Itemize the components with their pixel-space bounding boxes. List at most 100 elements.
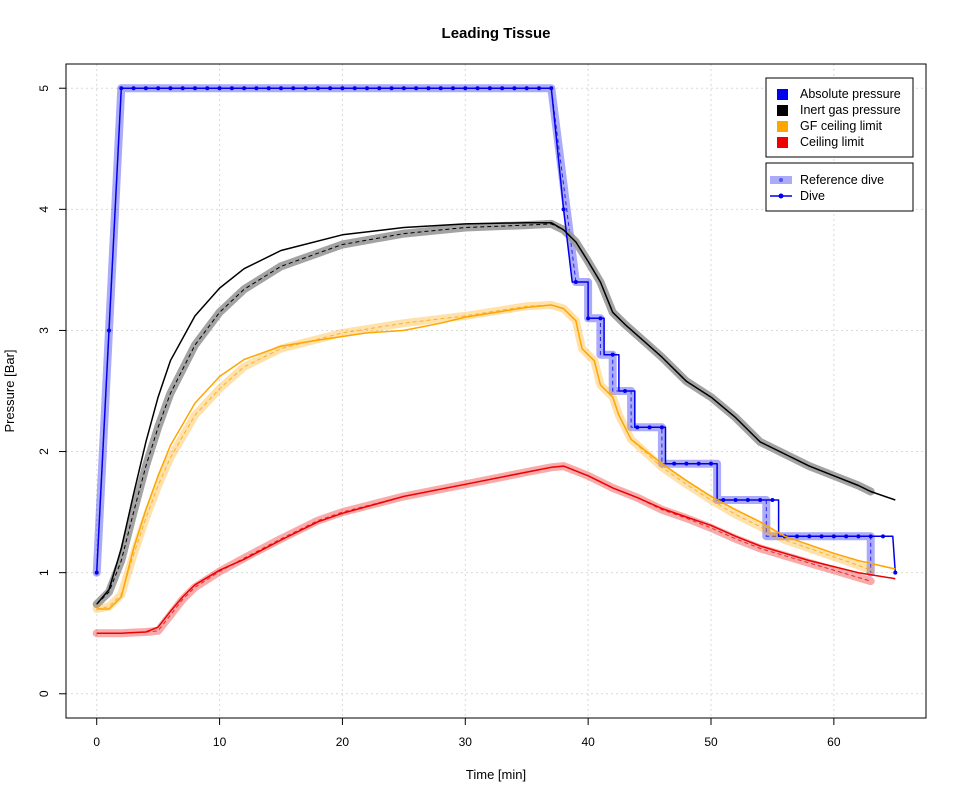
dive-point <box>389 86 394 91</box>
dive-point <box>156 86 161 91</box>
grid-lines <box>66 64 926 718</box>
x-tick-label: 30 <box>459 735 473 749</box>
dive-point <box>795 534 799 539</box>
dive-line-ceiling-limit <box>96 465 896 634</box>
dive-point <box>831 534 836 539</box>
series-reference-ceiling-limit <box>92 462 875 638</box>
dive-point <box>610 352 615 357</box>
reference-line-gf-ceiling-limit <box>92 301 875 613</box>
legend-swatch-ceiling-limit <box>777 137 788 148</box>
dive-point <box>623 389 627 393</box>
dive-point <box>733 498 738 502</box>
dive-point <box>143 86 148 91</box>
dive-point <box>770 498 775 502</box>
x-tick-label: 40 <box>581 735 595 749</box>
legend-variables-box <box>765 77 914 158</box>
dive-point <box>303 86 308 91</box>
dive-point <box>426 86 431 91</box>
legend-label-ceiling-limit: Ceiling limit <box>800 135 864 149</box>
legend-label-gf-ceiling-limit: GF ceiling limit <box>800 119 882 133</box>
plot-frame <box>65 63 927 719</box>
series-dive-ceiling-limit <box>96 465 896 634</box>
dive-point <box>352 86 357 91</box>
dive-point <box>524 86 529 91</box>
dive-line-gf-ceiling-limit <box>96 304 896 610</box>
dive-point <box>217 86 222 91</box>
legend-label-inert-gas-pressure: Inert gas pressure <box>800 103 901 117</box>
dive-point <box>168 86 173 91</box>
dive-point <box>819 534 824 539</box>
axes <box>65 63 927 719</box>
legend-label-absolute-pressure: Absolute pressure <box>800 87 901 101</box>
dive-point <box>487 86 492 91</box>
dive-point <box>377 86 382 91</box>
dive-point <box>242 86 247 91</box>
dive-point <box>414 86 419 91</box>
legend-styles: Reference dive Dive <box>765 162 914 212</box>
dive-point <box>107 328 111 333</box>
dive-point <box>315 86 320 91</box>
dive-point <box>672 461 677 466</box>
dive-point <box>549 86 554 91</box>
y-tick-label: 0 <box>37 690 51 697</box>
x-tick-label: 0 <box>93 735 100 749</box>
y-tick-label: 2 <box>37 448 51 455</box>
dive-point <box>561 207 566 212</box>
legend-reference-point <box>779 178 783 182</box>
legend-dive-point <box>778 193 784 199</box>
dive-point <box>438 86 443 91</box>
reference-line-ceiling-limit <box>92 462 875 638</box>
dive-point <box>475 86 480 91</box>
dive-point <box>131 86 136 91</box>
x-tick-label: 60 <box>827 735 841 749</box>
dive-point <box>807 534 812 539</box>
dive-point <box>365 86 369 91</box>
dive-point <box>573 280 578 284</box>
dive-point <box>463 86 468 91</box>
dive-point <box>868 534 873 539</box>
dive-point <box>844 534 849 539</box>
dive-point <box>537 86 541 91</box>
dive-point <box>193 86 197 91</box>
dive-point <box>684 461 689 466</box>
legend-variables: Absolute pressure Inert gas pressure GF ce… <box>765 77 914 158</box>
series-dive-absolute-pressure <box>94 86 898 575</box>
dive-point <box>500 86 505 91</box>
dive-point <box>119 86 124 91</box>
legend-swatch-absolute-pressure <box>777 89 788 100</box>
dive-point <box>401 86 406 91</box>
dive-line-inert-gas-pressure <box>96 221 896 605</box>
dive-point <box>647 425 652 430</box>
series-layer <box>92 84 898 638</box>
dive-point <box>881 534 885 539</box>
dive-point <box>254 86 259 91</box>
series-dive-inert-gas-pressure <box>96 221 896 605</box>
x-tick-label: 10 <box>213 735 227 749</box>
dive-point <box>266 86 271 91</box>
dive-point <box>586 316 591 321</box>
legend-label-reference-dive: Reference dive <box>800 173 884 187</box>
y-tick-label: 3 <box>37 327 51 334</box>
y-tick-label: 5 <box>37 85 51 92</box>
x-tick-label: 20 <box>336 735 350 749</box>
dive-point <box>598 316 603 321</box>
dive-point <box>328 86 333 91</box>
dive-point <box>180 86 185 91</box>
dive-point <box>893 570 898 575</box>
dive-point <box>340 86 345 91</box>
dive-point <box>205 86 210 91</box>
y-axis-label: Pressure [Bar] <box>2 349 17 432</box>
dive-point <box>856 534 861 539</box>
legend-swatch-gf-ceiling-limit <box>777 121 788 132</box>
dive-point <box>94 570 99 575</box>
dive-point <box>512 86 517 91</box>
dive-point <box>279 86 283 91</box>
legend-styles-box <box>765 162 914 212</box>
chart-title: Leading Tissue <box>442 25 551 42</box>
x-tick-label: 50 <box>704 735 718 749</box>
dive-point <box>758 498 763 502</box>
reference-center-gf-ceiling-limit <box>96 304 871 610</box>
dive-point <box>721 498 726 502</box>
dive-point <box>696 461 701 466</box>
